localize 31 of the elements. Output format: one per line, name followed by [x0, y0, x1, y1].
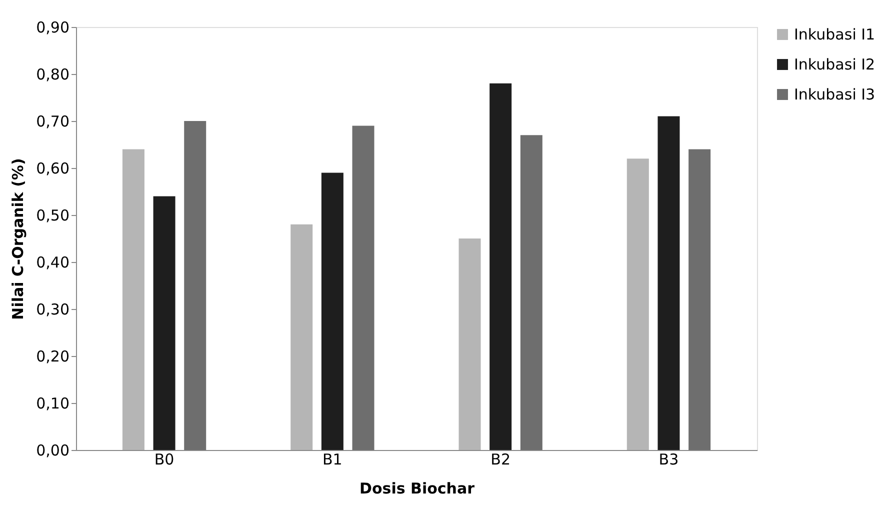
bar: [122, 149, 144, 450]
y-tick-label: 0,30: [36, 300, 70, 318]
y-tick-label: 0,20: [36, 348, 70, 366]
y-tick-label: 0,60: [36, 160, 70, 178]
bar: [626, 158, 649, 450]
y-tick-label: 0,70: [36, 112, 70, 130]
y-tick-label: 0,80: [36, 66, 70, 84]
bar: [184, 121, 206, 450]
bar: [688, 149, 711, 450]
bar: [458, 238, 481, 450]
bar: [352, 126, 374, 450]
x-tick-label: B2: [490, 450, 510, 468]
bar: [490, 83, 512, 450]
y-tick-label: 0,90: [36, 18, 70, 36]
y-tick-label: 0,00: [36, 442, 70, 460]
y-tick-label: 0,50: [36, 206, 70, 224]
legend-label: Inkubasi I3: [794, 86, 876, 104]
bar: [321, 172, 344, 450]
y-tick-label: 0,10: [36, 394, 70, 412]
x-tick-label: B3: [658, 450, 679, 468]
y-axis-title: Nilai C-Organik (%): [9, 158, 28, 320]
y-tick-label: 0,40: [36, 254, 70, 272]
bar: [153, 196, 176, 450]
bar: [290, 224, 313, 450]
x-axis-title: Dosis Biochar: [360, 480, 476, 498]
bar: [658, 116, 680, 450]
legend-label: Inkubasi I1: [794, 26, 876, 44]
bar: [520, 135, 542, 450]
x-tick-label: B1: [322, 450, 342, 468]
x-tick-label: B0: [154, 450, 174, 468]
legend-label: Inkubasi I2: [794, 56, 876, 74]
